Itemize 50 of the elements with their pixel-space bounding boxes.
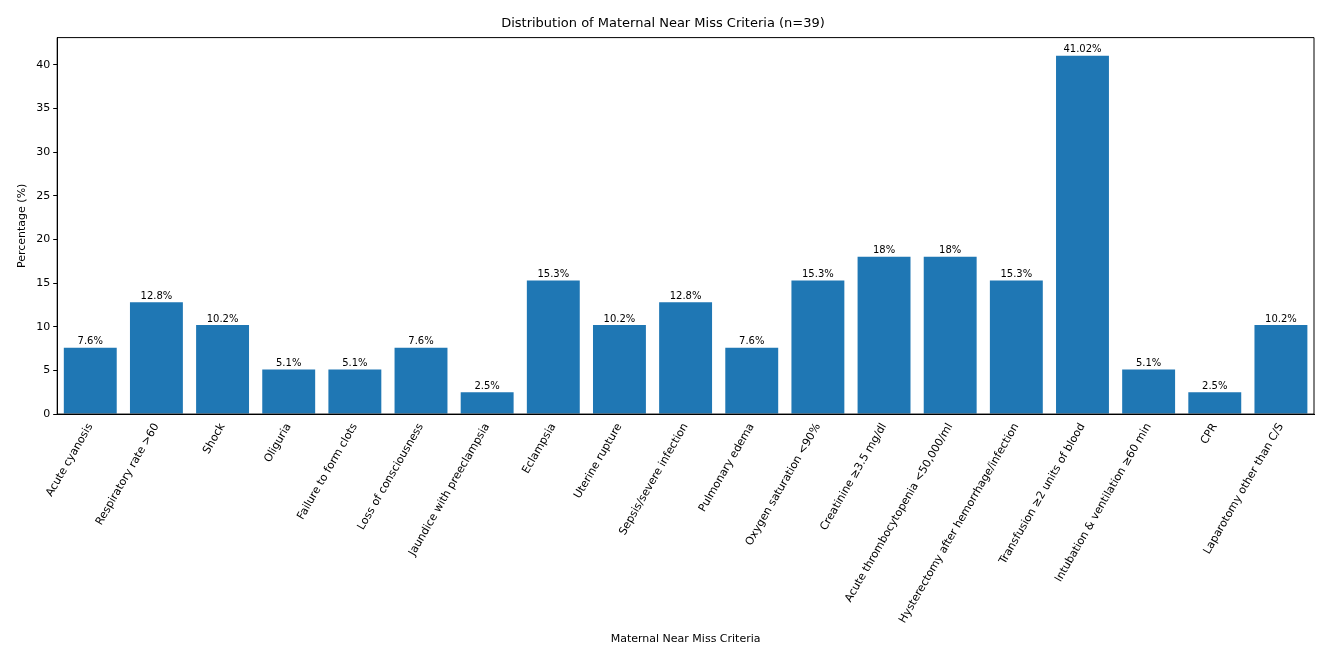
chart-title: Distribution of Maternal Near Miss Criteria (n=39) (501, 15, 825, 31)
y-tick-label: 30 (36, 144, 51, 158)
y-tick-label: 0 (43, 406, 51, 420)
data-label: 15.3% (537, 268, 570, 280)
bar (63, 347, 117, 414)
data-label: 15.3% (802, 268, 834, 280)
bar (328, 369, 382, 414)
data-label: 5.1% (276, 357, 302, 369)
data-label: 7.6% (77, 335, 103, 347)
data-label: 2.5% (474, 379, 500, 391)
data-label: 12.8% (669, 289, 702, 301)
data-label: 18% (939, 244, 962, 256)
y-tick-label: 40 (36, 57, 51, 71)
bar (1188, 392, 1242, 414)
y-tick-label: 20 (36, 232, 51, 246)
data-label: 2.5% (1202, 379, 1228, 391)
y-axis-title: Percentage (%) (15, 183, 29, 269)
x-axis-title: Maternal Near Miss Criteria (610, 632, 761, 646)
bar (1254, 324, 1308, 414)
bar (262, 369, 316, 414)
bar (659, 302, 713, 414)
y-tick-label: 15 (36, 275, 51, 289)
data-label: 15.3% (1000, 268, 1033, 280)
data-label: 7.6% (739, 335, 765, 347)
data-label: 7.6% (408, 335, 434, 347)
y-tick-label: 10 (36, 319, 51, 333)
bar (923, 256, 977, 414)
data-label: 5.1% (342, 357, 368, 369)
data-label: 5.1% (1135, 357, 1162, 369)
bar (791, 280, 845, 414)
y-tick-label: 25 (36, 188, 51, 202)
bar (725, 347, 779, 414)
data-label: 41.02% (1063, 43, 1102, 55)
bar (592, 324, 646, 414)
data-label: 10.2% (603, 312, 636, 324)
bar (394, 347, 448, 414)
data-label: 18% (872, 244, 896, 256)
bar (989, 280, 1043, 414)
bar (526, 280, 580, 414)
bar (196, 324, 250, 414)
bar (129, 302, 183, 414)
bar (1122, 369, 1176, 414)
bar (1056, 55, 1109, 414)
data-label: 10.2% (1265, 312, 1297, 324)
data-label: 10.2% (206, 312, 239, 324)
y-tick-label: 35 (36, 101, 51, 115)
y-tick-label: 5 (43, 363, 51, 377)
data-label: 12.8% (140, 289, 173, 301)
bar (460, 392, 514, 414)
bar (857, 256, 911, 414)
